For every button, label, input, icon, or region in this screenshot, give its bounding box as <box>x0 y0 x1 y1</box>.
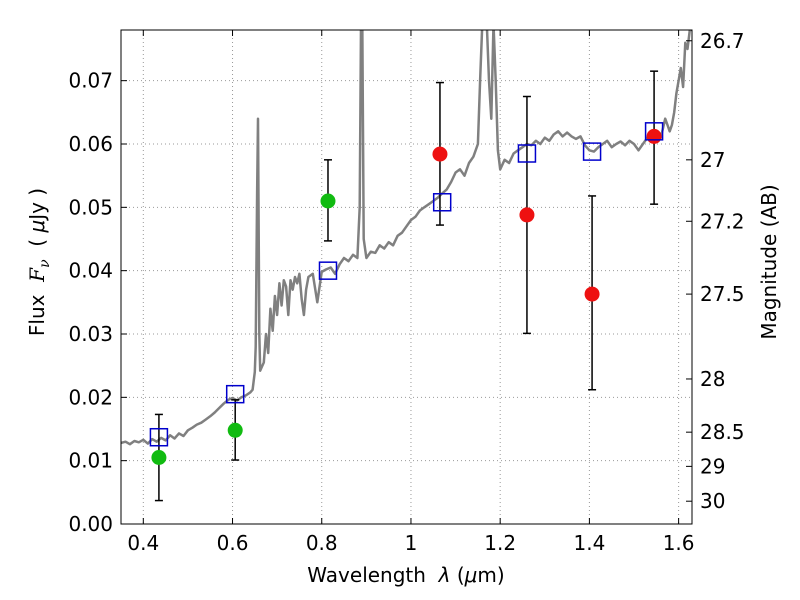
y-tick-label: 0.05 <box>68 195 113 219</box>
blue-square-marker <box>225 384 245 404</box>
green-circle-marker <box>151 450 167 465</box>
blue-square-marker <box>644 122 664 141</box>
x-tick-label: 0.6 <box>217 531 249 555</box>
y2-tick-label: 27.2 <box>700 209 745 233</box>
y2-tick-label: 27.5 <box>700 282 745 306</box>
x-tick-label: 0.4 <box>127 531 159 555</box>
blue-square-marker <box>432 193 452 212</box>
x-tick-label: 1.6 <box>663 531 695 555</box>
y-tick-label: 0.06 <box>68 132 113 156</box>
y2-tick-label: 29 <box>700 454 725 478</box>
x-tick-label: 1.2 <box>484 531 516 555</box>
y-axis-label: Flux Fν ( μJy ) <box>25 188 53 336</box>
y-tick-label: 0.02 <box>68 385 113 409</box>
y2-tick-label: 26.7 <box>700 29 745 53</box>
model-spectrum-line <box>121 30 692 446</box>
x-tick-label: 0.8 <box>306 531 338 555</box>
y-tick-label: 0.03 <box>68 322 113 346</box>
y2-axis-label: Magnitude (AB) <box>757 184 781 339</box>
y-tick-label: 0.04 <box>68 259 113 283</box>
green-circle-marker <box>320 193 336 209</box>
grid <box>121 30 692 524</box>
y-tick-label: 0.07 <box>68 69 113 93</box>
blue-square-marker <box>149 427 169 447</box>
green-circle-marker <box>227 422 243 438</box>
red-circle-marker <box>646 128 662 144</box>
y-tick-label: 0.01 <box>68 449 113 473</box>
error-bars <box>154 70 659 502</box>
x-axis-label: Wavelength λ (μm) <box>307 563 504 587</box>
red-circle-marker <box>584 286 600 302</box>
blue-square-marker <box>517 144 537 163</box>
y2-tick-label: 30 <box>700 489 725 513</box>
markers <box>149 122 664 465</box>
plot-frame <box>120 29 693 525</box>
y2-tick-label: 28 <box>700 367 725 391</box>
x-tick-label: 1.4 <box>573 531 605 555</box>
blue-square-marker <box>582 142 602 161</box>
axis-ticks: 0.4 0.6 0.8 1 1.2 1.4 1.6 0.00 0.01 0.02 0.03 0.04 0… <box>68 29 744 555</box>
red-circle-marker <box>519 207 535 223</box>
model-spectrum <box>121 30 692 446</box>
y2-tick-label: 28.5 <box>700 420 745 444</box>
blue-square-marker <box>318 261 338 280</box>
red-circle-marker <box>432 146 448 162</box>
y2-tick-label: 27 <box>700 148 725 172</box>
y-tick-label: 0.00 <box>68 512 113 536</box>
x-tick-label: 1 <box>405 531 418 555</box>
